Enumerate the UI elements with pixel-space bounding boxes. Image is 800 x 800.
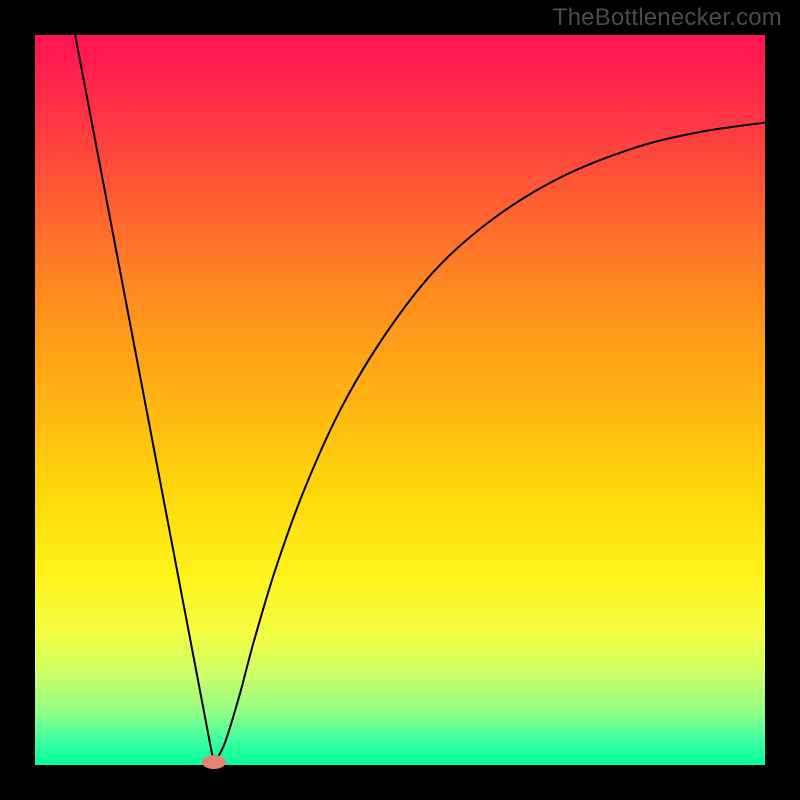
chart-container: TheBottlenecker.com bbox=[0, 0, 800, 800]
minimum-marker bbox=[202, 755, 226, 769]
watermark-text: TheBottlenecker.com bbox=[553, 4, 782, 32]
bottleneck-chart bbox=[0, 0, 800, 800]
